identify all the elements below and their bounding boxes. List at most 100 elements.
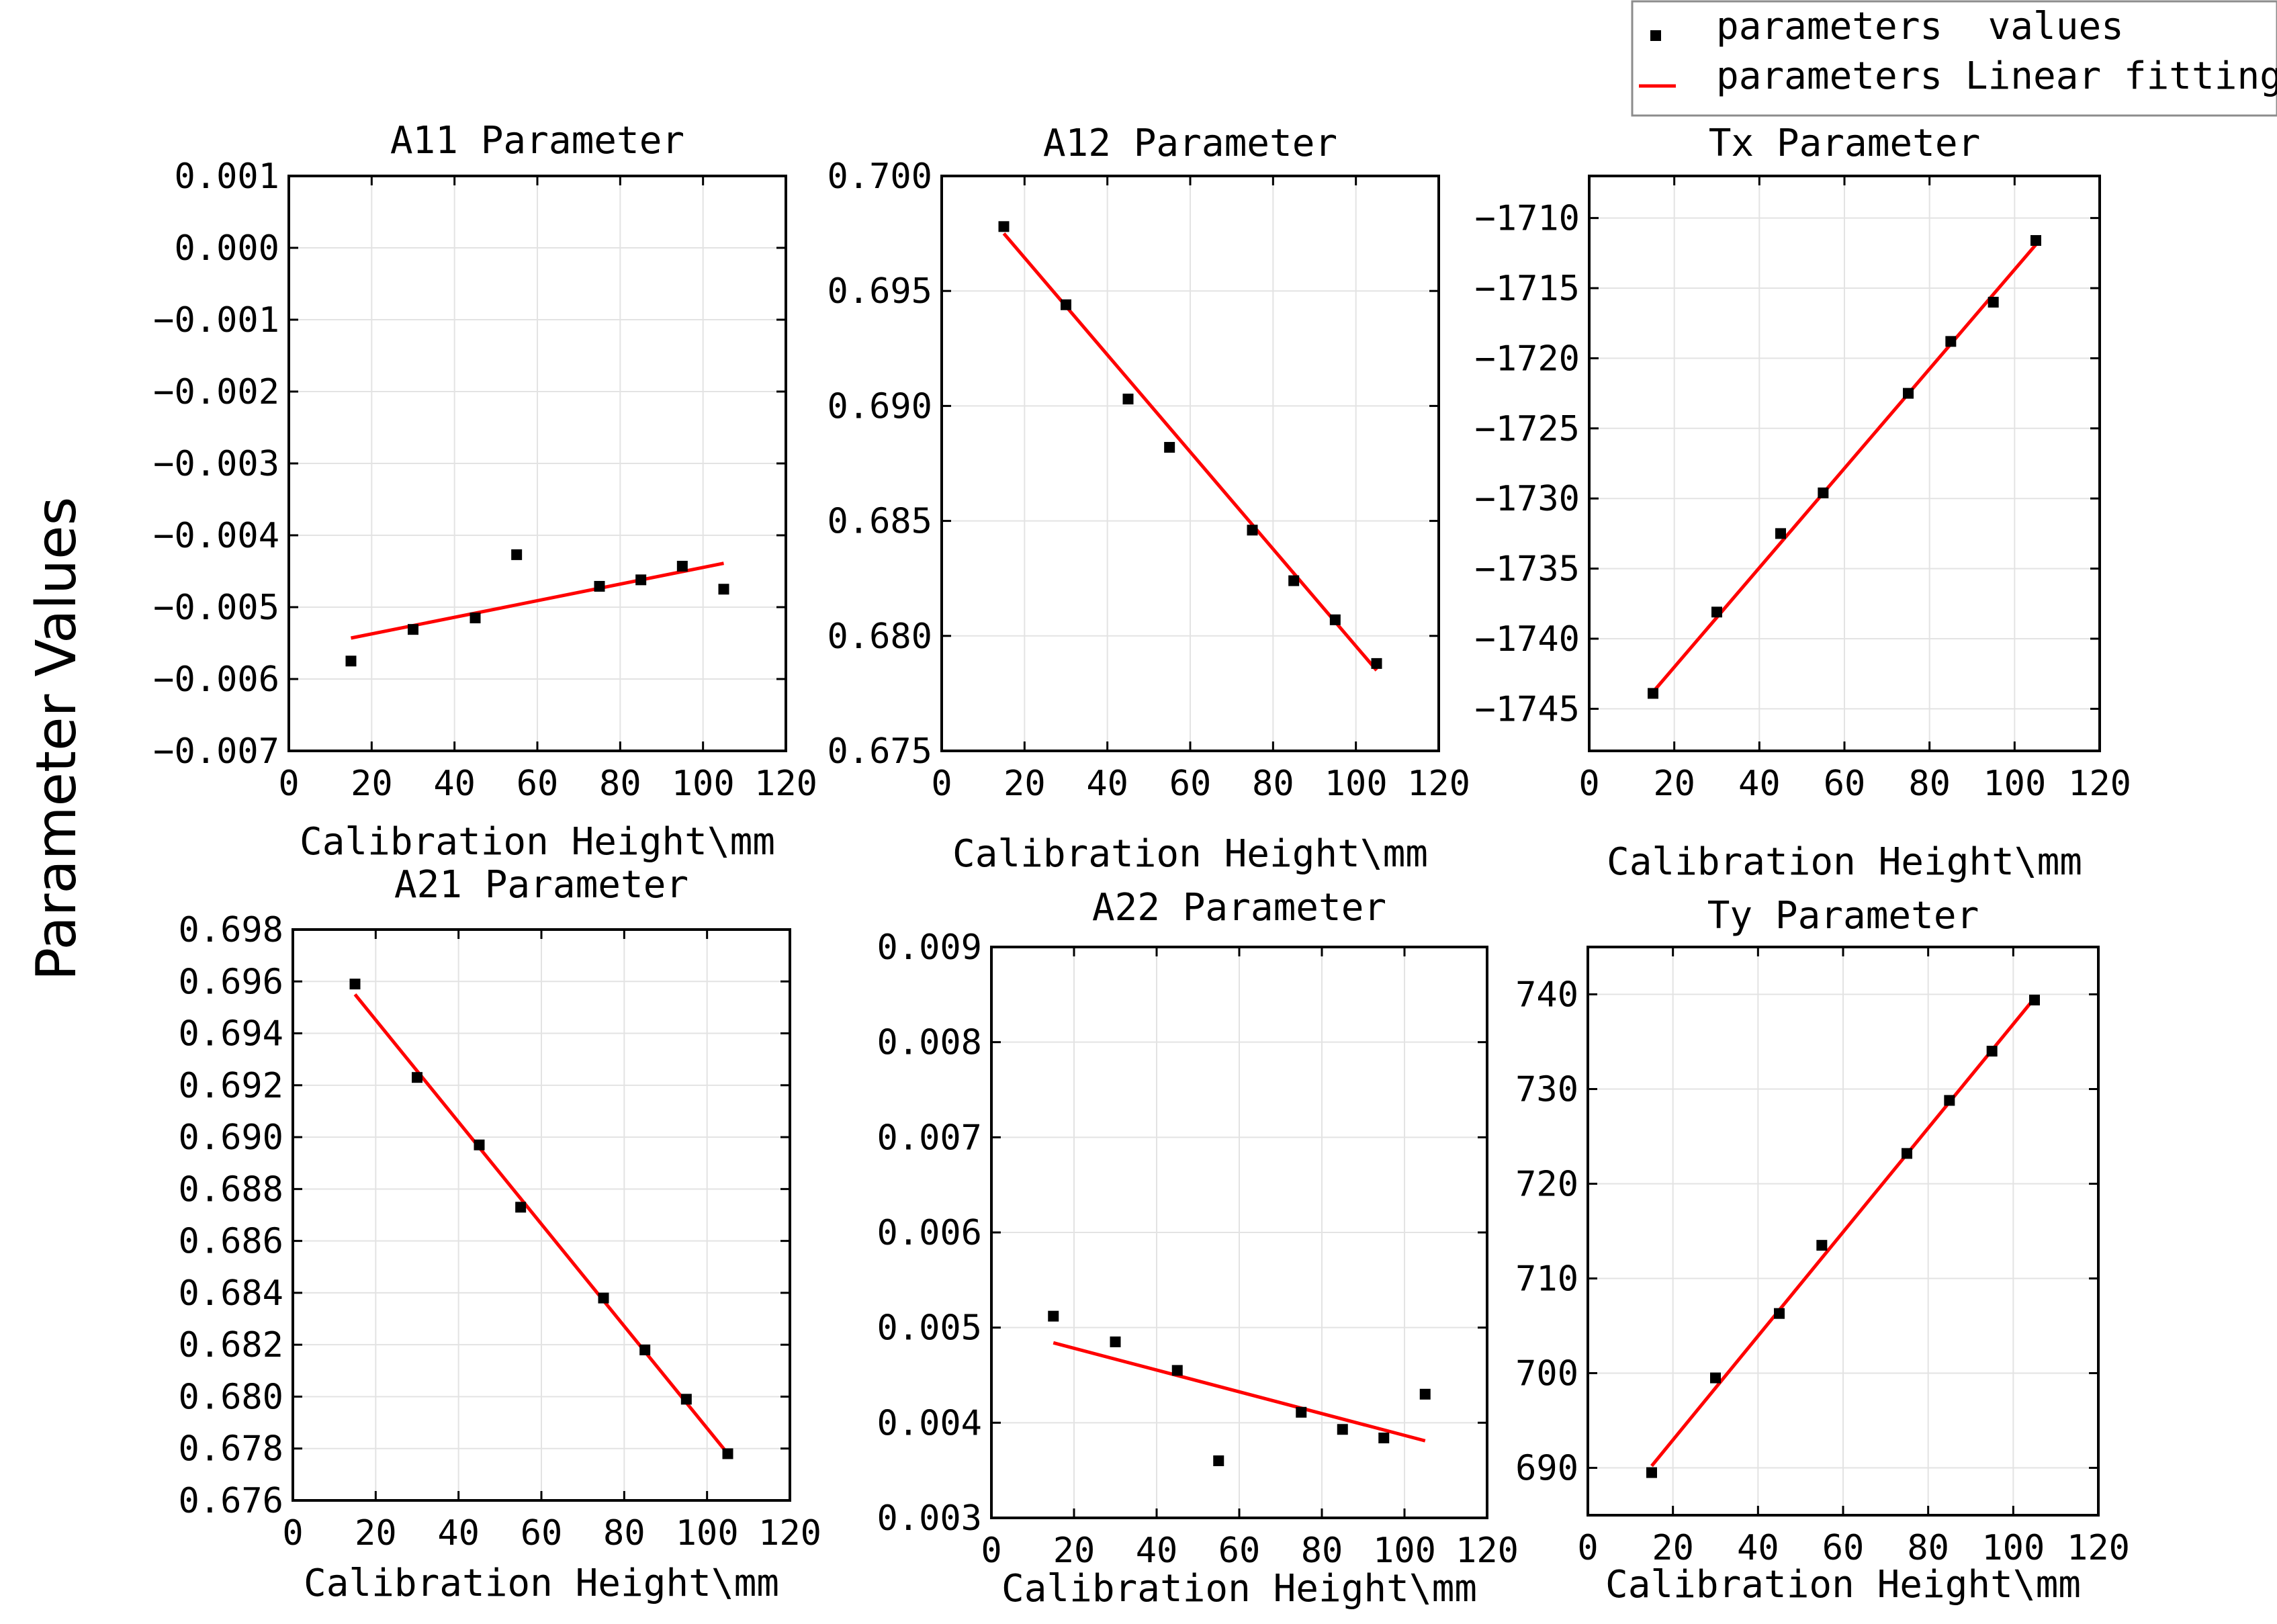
- data-point: [1710, 1372, 1721, 1384]
- y-tick-label: 0.000: [174, 228, 279, 269]
- global-y-axis-label: Parameter Values: [25, 497, 89, 981]
- y-tick-label: 0.678: [178, 1429, 283, 1470]
- y-tick-label: −1735: [1474, 549, 1580, 590]
- data-point: [722, 1448, 733, 1459]
- legend-marker-points: [1650, 30, 1661, 41]
- y-tick-label: 0.009: [877, 928, 982, 968]
- data-point: [1903, 388, 1914, 399]
- legend-box: [1631, 0, 2277, 117]
- data-point: [1816, 1240, 1828, 1251]
- x-tick-label: 120: [1456, 1531, 1519, 1571]
- x-tick-label: 100: [1983, 764, 2046, 804]
- y-tick-label: 0.008: [877, 1023, 982, 1063]
- data-point: [1164, 442, 1175, 453]
- x-tick-label: 120: [1407, 764, 1470, 804]
- data-point: [515, 1202, 527, 1213]
- x-tick-label: 80: [1252, 764, 1294, 804]
- y-tick-label: −0.007: [153, 731, 279, 772]
- y-tick-label: 0.007: [877, 1118, 982, 1158]
- data-point: [412, 1072, 422, 1083]
- data-point: [1711, 606, 1722, 618]
- data-point: [1296, 1406, 1307, 1418]
- x-tick-label: 60: [1824, 764, 1866, 804]
- data-point: [1986, 1046, 1998, 1057]
- y-tick-label: 700: [1515, 1354, 1578, 1394]
- fit-line: [1053, 1341, 1426, 1443]
- data-point: [639, 1344, 651, 1355]
- y-tick-label: 730: [1515, 1070, 1578, 1110]
- data-point: [1329, 614, 1341, 625]
- y-tick-label: 0.692: [178, 1066, 283, 1106]
- data-point: [474, 1139, 485, 1151]
- y-tick-label: −1715: [1474, 269, 1580, 309]
- x-tick-label: 120: [758, 1513, 821, 1553]
- data-point: [718, 584, 729, 595]
- y-tick-label: 740: [1515, 975, 1578, 1016]
- y-tick-label: −0.006: [153, 660, 279, 700]
- chart-title: A11 Parameter: [390, 119, 684, 163]
- data-point: [511, 549, 523, 560]
- y-tick-label: 0.695: [827, 271, 932, 312]
- data-point: [1110, 1336, 1121, 1347]
- x-tick-label: 0: [931, 764, 952, 804]
- data-point: [1902, 1148, 1912, 1159]
- data-point: [2030, 235, 2041, 246]
- x-tick-label: 80: [1907, 1528, 1949, 1568]
- y-tick-label: 0.005: [877, 1308, 982, 1349]
- chart-title: A21 Parameter: [394, 863, 688, 907]
- x-tick-label: 40: [1738, 764, 1781, 804]
- y-tick-label: −1730: [1474, 479, 1580, 519]
- x-axis-label: Calibration Height\mm: [304, 1562, 779, 1605]
- y-tick-label: 0.698: [178, 910, 283, 950]
- y-tick-label: −1720: [1474, 339, 1580, 379]
- y-tick-label: 0.685: [827, 502, 932, 542]
- data-point: [1247, 525, 1258, 536]
- data-point: [345, 656, 357, 667]
- data-point: [1775, 528, 1786, 539]
- x-tick-label: 20: [1652, 1528, 1694, 1568]
- y-tick-label: −0.004: [153, 516, 279, 556]
- y-tick-label: −1740: [1474, 619, 1580, 660]
- x-tick-label: 60: [517, 764, 559, 804]
- x-axis-label: Calibration Height\mm: [300, 820, 775, 864]
- x-tick-label: 0: [1578, 764, 1599, 804]
- data-point: [1945, 336, 1957, 347]
- legend-entry-fit-line: parameters Linear fitting: [1716, 54, 2277, 98]
- data-point: [349, 979, 361, 990]
- legend: parameters values parameters Linear fitt…: [1631, 0, 2277, 117]
- x-tick-label: 120: [2068, 764, 2131, 804]
- data-point: [598, 1292, 609, 1304]
- x-tick-label: 60: [1169, 764, 1212, 804]
- fit-line: [1650, 997, 2036, 1468]
- y-tick-label: 690: [1515, 1449, 1578, 1489]
- data-point: [676, 561, 688, 572]
- x-tick-label: 100: [672, 764, 735, 804]
- data-point: [998, 221, 1010, 232]
- x-tick-label: 100: [676, 1513, 739, 1553]
- y-tick-label: 0.684: [178, 1273, 283, 1314]
- x-tick-label: 80: [1908, 764, 1951, 804]
- y-tick-label: −1710: [1474, 199, 1580, 239]
- legend-entry-points: parameters values: [1716, 5, 2124, 48]
- y-tick-label: 0.682: [178, 1325, 283, 1365]
- x-tick-label: 40: [1136, 1531, 1178, 1571]
- fit-line: [1652, 243, 2037, 693]
- data-point: [1048, 1310, 1059, 1322]
- y-tick-label: 0.680: [178, 1377, 283, 1417]
- data-point: [1818, 487, 1829, 498]
- x-tick-label: 40: [1737, 1528, 1779, 1568]
- y-tick-label: 710: [1515, 1259, 1578, 1300]
- y-tick-label: −1725: [1474, 409, 1580, 449]
- y-tick-label: −1745: [1474, 689, 1580, 729]
- chart-panel-1: 0 20 40 60 80 100 120 0.001 0.000 −0.001 −0.002 −0.…: [153, 119, 817, 864]
- x-tick-label: 60: [1218, 1531, 1261, 1571]
- x-tick-label: 120: [2067, 1528, 2130, 1568]
- x-tick-label: 0: [981, 1531, 1001, 1571]
- x-tick-label: 0: [278, 764, 299, 804]
- x-tick-label: 0: [1577, 1528, 1598, 1568]
- data-point: [1122, 394, 1134, 405]
- data-point: [635, 574, 647, 586]
- y-tick-label: 0.696: [178, 962, 283, 1002]
- y-tick-label: 720: [1515, 1165, 1578, 1205]
- x-axis-label: Calibration Height\mm: [1605, 1563, 2081, 1607]
